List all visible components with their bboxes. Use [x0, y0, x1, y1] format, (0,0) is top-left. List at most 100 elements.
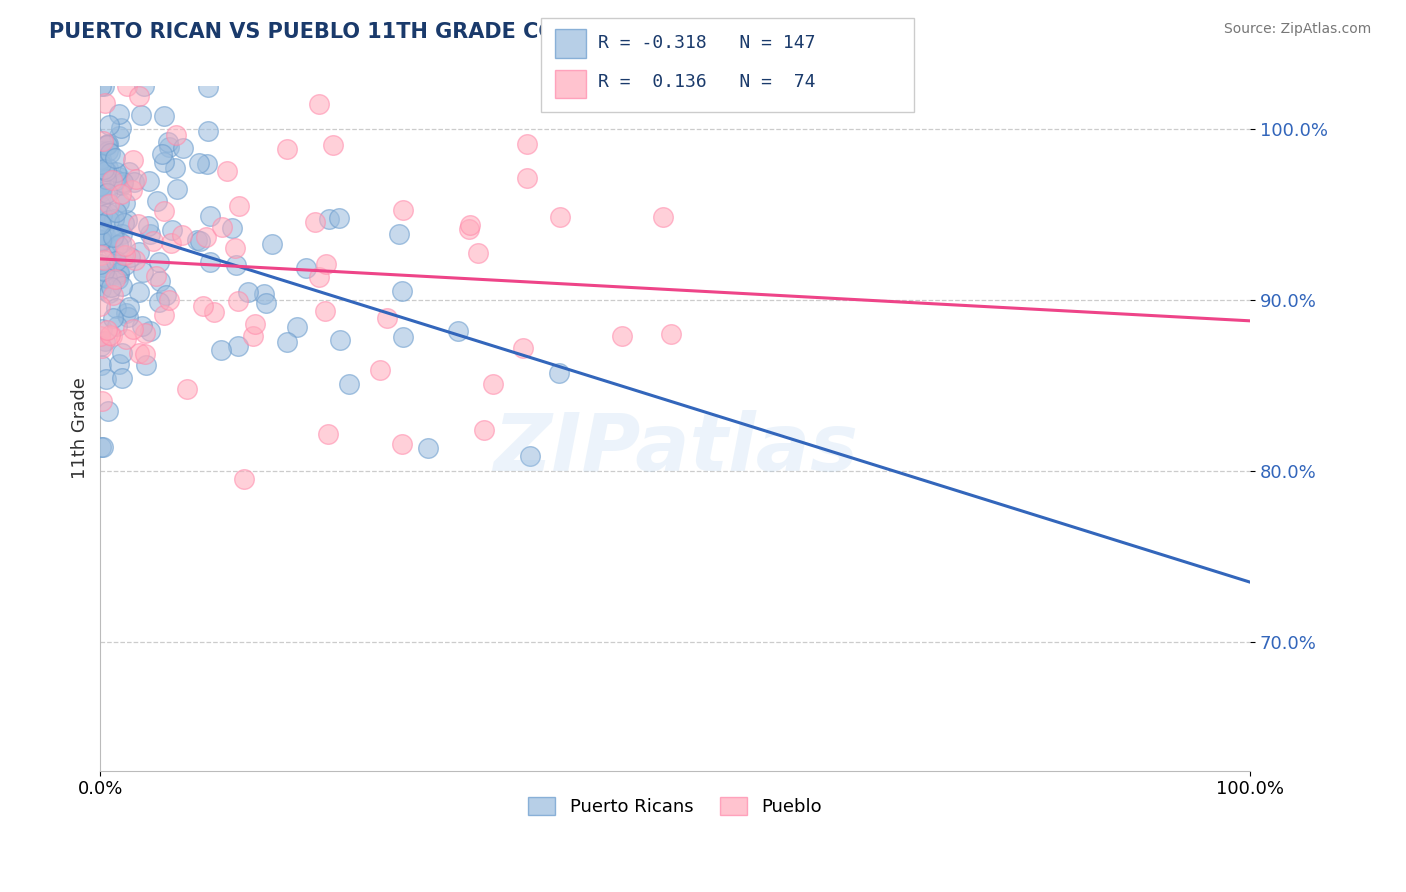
- Point: [121, 322, 143, 336]
- Point: [103, 241, 125, 255]
- Point: [89, 232, 111, 246]
- Point: [153, 308, 176, 322]
- Point: [416, 441, 439, 455]
- Point: [112, 175, 135, 189]
- Point: [152, 109, 174, 123]
- Point: [115, 212, 138, 227]
- Point: [128, 244, 150, 259]
- Point: [90, 185, 112, 199]
- Point: [108, 170, 131, 185]
- Point: [114, 196, 136, 211]
- Point: [97, 197, 120, 211]
- Point: [172, 140, 194, 154]
- Point: [482, 376, 505, 391]
- Point: [89, 179, 111, 194]
- Point: [472, 424, 495, 438]
- Point: [221, 221, 243, 235]
- Point: [145, 269, 167, 284]
- Point: [224, 241, 246, 255]
- Point: [89, 328, 111, 343]
- Point: [90, 339, 112, 353]
- Point: [89, 152, 111, 166]
- Point: [100, 280, 122, 294]
- Point: [91, 341, 114, 355]
- Point: [90, 441, 112, 455]
- Point: [91, 322, 114, 336]
- Point: [132, 265, 155, 279]
- Point: [128, 88, 150, 103]
- Point: [107, 194, 129, 209]
- Point: [108, 267, 131, 281]
- Point: [97, 404, 120, 418]
- Point: [128, 346, 150, 360]
- Point: [242, 329, 264, 343]
- Point: [447, 324, 470, 338]
- Point: [138, 219, 160, 233]
- Point: [118, 250, 141, 264]
- Point: [197, 124, 219, 138]
- Point: [134, 347, 156, 361]
- Point: [105, 253, 128, 268]
- Text: R = -0.318   N = 147: R = -0.318 N = 147: [598, 34, 815, 52]
- Point: [110, 186, 132, 201]
- Point: [160, 223, 183, 237]
- Text: PUERTO RICAN VS PUEBLO 11TH GRADE CORRELATION CHART: PUERTO RICAN VS PUEBLO 11TH GRADE CORREL…: [49, 22, 772, 42]
- Point: [391, 284, 413, 298]
- Text: Source: ZipAtlas.com: Source: ZipAtlas.com: [1223, 22, 1371, 37]
- Text: ZIPatlas: ZIPatlas: [492, 410, 858, 488]
- Point: [262, 236, 284, 251]
- Point: [93, 79, 115, 94]
- Point: [90, 235, 112, 249]
- Point: [145, 194, 167, 209]
- Point: [104, 151, 127, 165]
- Point: [128, 285, 150, 299]
- Point: [105, 173, 128, 187]
- Point: [101, 288, 124, 302]
- Point: [89, 257, 111, 271]
- Point: [375, 311, 398, 326]
- Point: [93, 253, 115, 268]
- Point: [318, 426, 340, 441]
- Point: [304, 215, 326, 229]
- Point: [253, 287, 276, 301]
- Point: [121, 183, 143, 197]
- Point: [111, 248, 134, 262]
- Legend: Puerto Ricans, Pueblo: Puerto Ricans, Pueblo: [520, 789, 830, 823]
- Point: [149, 273, 172, 287]
- Point: [156, 135, 179, 149]
- Point: [89, 299, 111, 313]
- Point: [187, 156, 209, 170]
- Point: [110, 227, 132, 241]
- Point: [90, 281, 112, 295]
- Point: [98, 146, 121, 161]
- Point: [97, 161, 120, 176]
- Point: [391, 437, 413, 451]
- Point: [98, 213, 121, 227]
- Point: [94, 138, 117, 153]
- Point: [134, 326, 156, 340]
- Point: [114, 258, 136, 272]
- Point: [285, 319, 308, 334]
- Point: [108, 264, 131, 278]
- Point: [93, 260, 115, 274]
- Point: [117, 310, 139, 324]
- Point: [276, 142, 298, 156]
- Point: [159, 235, 181, 250]
- Point: [108, 357, 131, 371]
- Y-axis label: 11th Grade: 11th Grade: [72, 377, 89, 480]
- Point: [104, 165, 127, 179]
- Point: [322, 137, 344, 152]
- Point: [108, 107, 131, 121]
- Point: [96, 138, 118, 153]
- Point: [90, 208, 112, 222]
- Point: [90, 358, 112, 372]
- Point: [329, 333, 352, 347]
- Point: [114, 239, 136, 253]
- Point: [131, 108, 153, 122]
- Point: [101, 328, 124, 343]
- Point: [111, 371, 134, 385]
- Point: [318, 212, 340, 227]
- Point: [115, 332, 138, 346]
- Point: [152, 147, 174, 161]
- Point: [131, 319, 153, 334]
